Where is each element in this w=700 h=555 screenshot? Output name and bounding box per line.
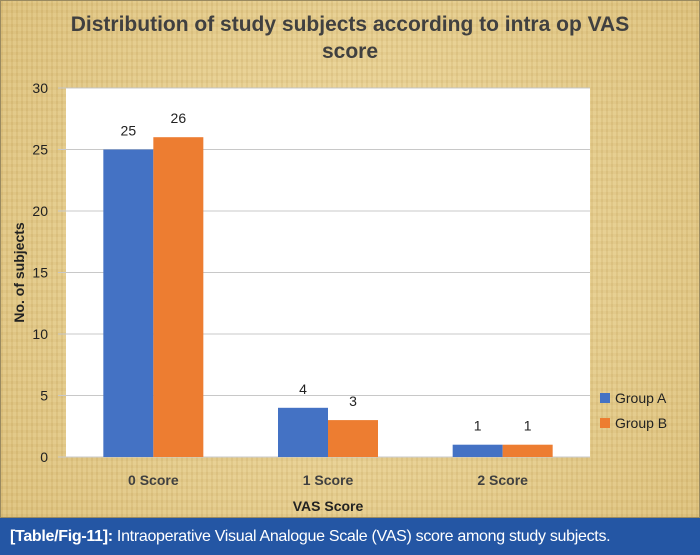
bar-chart: Distribution of study subjects according… <box>11 13 667 514</box>
x-tick-label: 2 Score <box>477 472 528 488</box>
chart-title: score <box>322 40 378 63</box>
x-tick-label: 1 Score <box>303 472 354 488</box>
caption-label: [Table/Fig-11]: <box>10 528 113 545</box>
data-label: 4 <box>299 381 307 397</box>
bar-group-b <box>153 137 204 457</box>
bar-group-a <box>278 407 328 457</box>
bar-group-b <box>502 444 553 457</box>
bar-group-b <box>328 420 378 457</box>
y-tick-label: 15 <box>32 265 48 281</box>
caption-text: Intraoperative Visual Analogue Scale (VA… <box>112 528 611 545</box>
legend-swatch <box>600 418 610 428</box>
y-tick-label: 30 <box>32 80 48 96</box>
y-tick-label: 10 <box>32 326 48 342</box>
chart-title: Distribution of study subjects according… <box>71 13 629 36</box>
y-tick-label: 5 <box>40 388 48 404</box>
data-label: 25 <box>121 123 137 139</box>
y-tick-label: 25 <box>32 142 48 158</box>
data-label: 1 <box>474 418 482 434</box>
legend-label: Group B <box>615 415 667 431</box>
y-axis-label: No. of subjects <box>11 222 27 323</box>
data-label: 26 <box>171 110 187 126</box>
bar-group-a <box>452 444 503 457</box>
figure-caption: [Table/Fig-11]: Intraoperative Visual An… <box>0 518 700 555</box>
bar-group-a <box>103 149 154 457</box>
y-tick-label: 20 <box>32 203 48 219</box>
data-label: 3 <box>349 393 357 409</box>
legend-swatch <box>600 393 610 403</box>
y-tick-label: 0 <box>40 449 48 465</box>
x-tick-label: 0 Score <box>128 472 179 488</box>
legend-label: Group A <box>615 390 667 406</box>
data-label: 1 <box>524 418 532 434</box>
x-axis-label: VAS Score <box>293 498 364 514</box>
